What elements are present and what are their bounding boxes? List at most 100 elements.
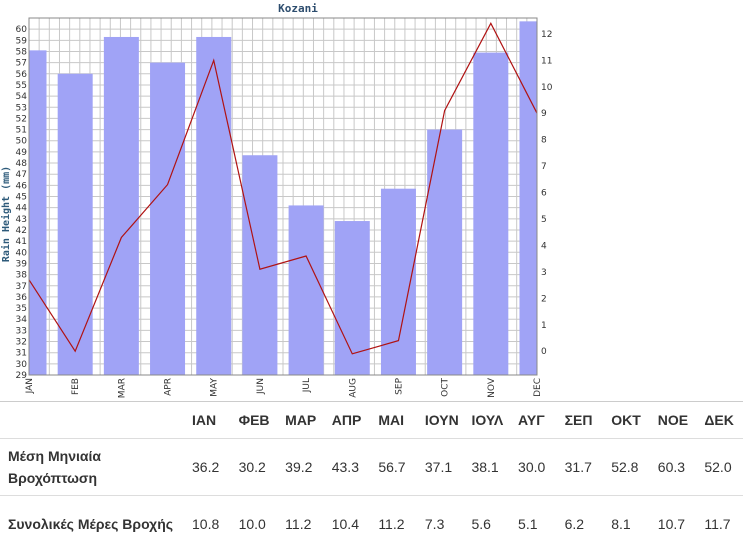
x-tick-label: JUN bbox=[256, 378, 266, 395]
left-tick-label: 49 bbox=[16, 148, 28, 158]
table-cell: 10.8 bbox=[184, 496, 231, 553]
bar-may bbox=[196, 37, 231, 375]
x-tick-label: FEB bbox=[71, 378, 81, 395]
table-cell: 10.4 bbox=[324, 496, 371, 553]
left-tick-label: 40 bbox=[16, 248, 28, 258]
x-tick-label: OCT bbox=[441, 378, 451, 397]
table-cell: 39.2 bbox=[277, 439, 324, 496]
table-cell: 60.3 bbox=[650, 439, 697, 496]
left-tick-label: 33 bbox=[16, 326, 27, 336]
table-cell: 30.0 bbox=[510, 439, 557, 496]
left-tick-label: 54 bbox=[16, 92, 28, 102]
table-cell: 11.2 bbox=[370, 496, 417, 553]
left-tick-label: 31 bbox=[16, 349, 27, 359]
header-corner bbox=[0, 402, 184, 439]
row-label: Συνολικές Μέρες Βροχής bbox=[0, 496, 184, 553]
right-tick-label: 5 bbox=[541, 215, 547, 225]
y-axis-label: Rain Height (mm) bbox=[0, 166, 12, 262]
left-tick-label: 47 bbox=[16, 170, 27, 180]
month-header: ΑΥΓ bbox=[510, 402, 557, 439]
bar-jan bbox=[29, 50, 47, 375]
right-tick-label: 2 bbox=[541, 294, 547, 304]
month-header: ΑΠΡ bbox=[324, 402, 371, 439]
table-cell: 6.2 bbox=[557, 496, 604, 553]
table-cell: 52.0 bbox=[696, 439, 743, 496]
month-header: ΟΚΤ bbox=[603, 402, 650, 439]
right-tick-label: 1 bbox=[541, 321, 547, 331]
left-tick-label: 59 bbox=[16, 36, 28, 46]
x-tick-label: NOV bbox=[487, 377, 497, 398]
bar-aug bbox=[335, 221, 370, 375]
left-tick-label: 60 bbox=[16, 25, 28, 35]
left-tick-label: 55 bbox=[16, 81, 27, 91]
right-tick-label: 0 bbox=[541, 347, 547, 357]
left-tick-label: 52 bbox=[16, 114, 27, 124]
right-tick-label: 11 bbox=[541, 56, 552, 66]
left-axis-ticks: 2930313233343536373839404142434445464748… bbox=[16, 25, 28, 381]
table-cell: 43.3 bbox=[324, 439, 371, 496]
left-tick-label: 44 bbox=[16, 204, 28, 214]
table-cell: 10.0 bbox=[231, 496, 278, 553]
left-tick-label: 46 bbox=[16, 181, 28, 191]
table-cell: 56.7 bbox=[370, 439, 417, 496]
left-tick-label: 58 bbox=[16, 47, 28, 57]
x-tick-label: JUL bbox=[302, 378, 312, 393]
right-tick-label: 9 bbox=[541, 109, 547, 119]
bar-nov bbox=[473, 53, 508, 375]
table-cell: 5.6 bbox=[463, 496, 510, 553]
bar-dec bbox=[520, 21, 538, 375]
left-tick-label: 35 bbox=[16, 304, 27, 314]
left-tick-label: 37 bbox=[16, 282, 27, 292]
left-tick-label: 56 bbox=[16, 70, 28, 80]
left-tick-label: 53 bbox=[16, 103, 27, 113]
chart-title: Kozani bbox=[278, 2, 318, 15]
month-header: ΝΟΕ bbox=[650, 402, 697, 439]
table-cell: 31.7 bbox=[557, 439, 604, 496]
table-cell: 36.2 bbox=[184, 439, 231, 496]
right-tick-label: 12 bbox=[541, 30, 552, 40]
month-header: ΔΕΚ bbox=[696, 402, 743, 439]
rain-chart: Kozani Rain Height (mm) 2930313233343536… bbox=[0, 0, 743, 400]
bar-apr bbox=[150, 63, 185, 375]
row-label: Μέση Μηνιαία Βροχόπτωση bbox=[0, 439, 184, 496]
table-cell: 11.7 bbox=[696, 496, 743, 553]
right-tick-label: 8 bbox=[541, 136, 547, 146]
month-header: ΙΟΥΝ bbox=[417, 402, 464, 439]
x-tick-label: MAY bbox=[210, 378, 220, 397]
x-tick-label: JAN bbox=[25, 378, 35, 394]
table-cell: 11.2 bbox=[277, 496, 324, 553]
left-tick-label: 57 bbox=[16, 59, 27, 69]
left-tick-label: 42 bbox=[16, 226, 27, 236]
month-header: ΙΑΝ bbox=[184, 402, 231, 439]
table-cell: 7.3 bbox=[417, 496, 464, 553]
table-cell: 8.1 bbox=[603, 496, 650, 553]
bar-oct bbox=[427, 130, 462, 375]
x-tick-label: APR bbox=[164, 378, 174, 396]
left-tick-label: 51 bbox=[16, 126, 27, 136]
left-tick-label: 48 bbox=[16, 159, 28, 169]
table-cell: 5.1 bbox=[510, 496, 557, 553]
right-tick-label: 4 bbox=[541, 241, 547, 251]
table-cell: 52.8 bbox=[603, 439, 650, 496]
x-tick-label: DEC bbox=[533, 378, 543, 397]
bar-feb bbox=[58, 74, 93, 375]
month-header: ΙΟΥΛ bbox=[463, 402, 510, 439]
left-tick-label: 38 bbox=[16, 271, 28, 281]
table-cell: 37.1 bbox=[417, 439, 464, 496]
left-tick-label: 32 bbox=[16, 338, 27, 348]
left-tick-label: 45 bbox=[16, 193, 27, 203]
month-header: ΣΕΠ bbox=[557, 402, 604, 439]
left-tick-label: 39 bbox=[16, 259, 28, 269]
bar-mar bbox=[104, 37, 139, 375]
right-tick-label: 10 bbox=[541, 83, 553, 93]
table-cell: 38.1 bbox=[463, 439, 510, 496]
left-tick-label: 36 bbox=[16, 293, 28, 303]
table-cell: 30.2 bbox=[231, 439, 278, 496]
